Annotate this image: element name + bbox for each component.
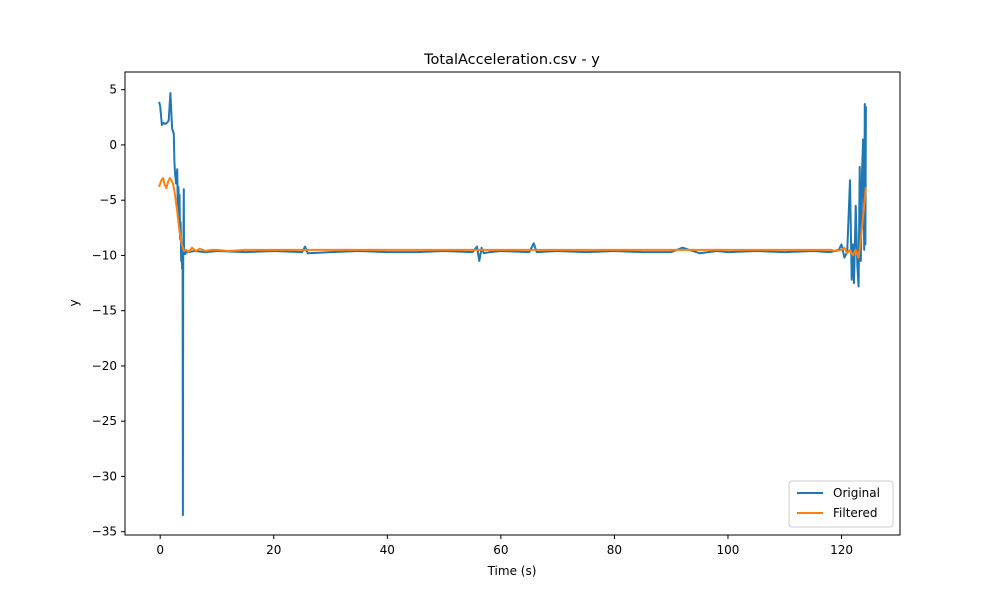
x-tick-label: 100 [717, 543, 740, 557]
series-line-filtered [158, 177, 867, 259]
y-tick-label: −20 [92, 359, 117, 373]
y-tick-label: −30 [92, 469, 117, 483]
y-axis: 5 0 −5 −10 −15 −20 −25 −30 −35 [92, 83, 125, 539]
series-layer [158, 92, 867, 517]
y-axis-label: y [67, 299, 81, 306]
x-tick-label: 0 [156, 543, 164, 557]
x-axis: 0 20 40 60 80 100 120 [156, 535, 853, 557]
x-tick-label: 120 [830, 543, 853, 557]
y-tick-label: −25 [92, 414, 117, 428]
legend-label-original: Original [833, 486, 880, 500]
plot-area [124, 71, 901, 536]
y-tick-label: 5 [109, 83, 117, 97]
x-tick-label: 60 [493, 543, 508, 557]
x-axis-label: Time (s) [487, 564, 537, 578]
x-tick-label: 80 [607, 543, 622, 557]
y-tick-label: −10 [92, 248, 117, 262]
y-tick-label: −5 [99, 193, 117, 207]
series-line-original [158, 92, 867, 517]
y-tick-label: 0 [109, 138, 117, 152]
x-tick-label: 20 [266, 543, 281, 557]
axes-frame [124, 71, 901, 536]
legend: Original Filtered [788, 480, 894, 528]
x-tick-label: 40 [380, 543, 395, 557]
y-tick-label: −15 [92, 304, 117, 318]
legend-label-filtered: Filtered [833, 506, 877, 520]
chart-title: TotalAcceleration.csv - y [423, 52, 600, 68]
y-tick-label: −35 [92, 525, 117, 539]
